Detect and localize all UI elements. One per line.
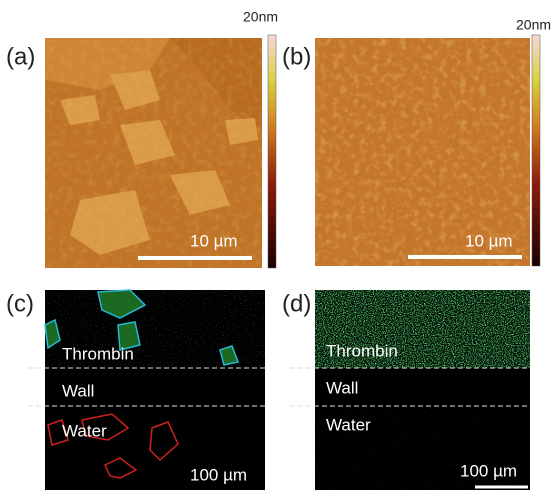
region-label: Water (326, 415, 371, 434)
panel-label: (c) (6, 290, 34, 317)
panel-c: (c) Thrombin Wall Water 100 µm (6, 290, 265, 490)
region-label: Thrombin (326, 341, 398, 360)
scale-bar-label: 100 µm (190, 465, 247, 484)
panel-a: (a) 20nm 10 µm (6, 9, 278, 268)
colorbar (532, 35, 540, 266)
colorbar (268, 35, 276, 268)
colorbar-label: 20nm (516, 17, 551, 33)
scale-bar-label: 100 µm (460, 461, 517, 480)
panel-d: (d) Thrombin Wall Water 100 µm (282, 290, 530, 490)
colorbar-label: 20nm (243, 9, 278, 25)
region-label: Water (62, 421, 107, 440)
figure: (a) 20nm 10 µm (b) 20nm 10 µm (c) Thromb… (0, 0, 558, 490)
panel-label: (a) (6, 43, 35, 70)
region-label: Thrombin (62, 344, 134, 363)
region-label: Wall (326, 378, 358, 397)
scale-bar-label: 10 µm (465, 231, 513, 250)
panel-b: (b) 20nm 10 µm (282, 17, 551, 266)
region-label: Wall (62, 381, 94, 400)
panel-label: (d) (282, 290, 311, 317)
scale-bar-label: 10 µm (190, 231, 238, 250)
panel-label: (b) (282, 43, 311, 70)
